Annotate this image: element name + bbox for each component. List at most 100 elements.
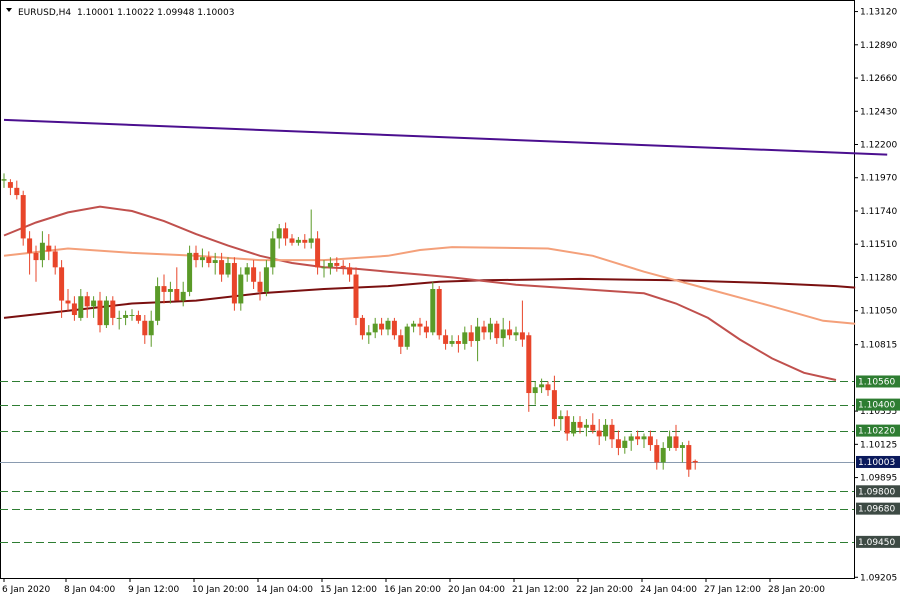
candle-body	[212, 260, 218, 263]
candle	[692, 459, 698, 470]
candle-body	[321, 267, 327, 269]
level-price-tag-label: 1.10400	[858, 401, 895, 411]
candle	[487, 317, 493, 340]
candle	[308, 209, 314, 249]
y-tick-label: 1.12890	[860, 41, 897, 51]
x-tick-label: 22 Jan 20:00	[576, 585, 633, 595]
candle-body	[276, 228, 282, 239]
candle	[270, 231, 276, 275]
candle	[33, 245, 39, 282]
candle-body	[340, 265, 346, 268]
candle	[686, 440, 692, 477]
candle-body	[667, 436, 673, 448]
candle-body	[219, 260, 225, 275]
candle	[404, 323, 410, 350]
candle-body	[417, 323, 423, 327]
level-price-tag-label: 1.10220	[858, 427, 895, 437]
moving-average-line	[3, 118, 888, 156]
candle-body	[347, 267, 353, 275]
level-price-tag: 1.09450	[856, 535, 900, 548]
candle-body	[526, 335, 532, 394]
candle-body	[97, 300, 103, 326]
x-tick-label: 27 Jan 12:00	[704, 585, 761, 595]
level-price-tag-label: 1.09800	[858, 487, 895, 497]
level-price-tag: 1.09800	[856, 485, 900, 498]
candle	[609, 419, 615, 448]
level-price-tag-background	[856, 485, 900, 498]
x-tick-label: 21 Jan 12:00	[512, 585, 569, 595]
candle-body	[475, 326, 481, 342]
candle-body	[142, 320, 148, 336]
y-tick-label: 1.12660	[860, 74, 897, 84]
candle-body	[14, 187, 20, 196]
candle-body	[654, 445, 660, 463]
candle	[1, 173, 7, 188]
candle	[558, 410, 564, 431]
level-price-tag-label: 1.10560	[858, 377, 895, 387]
candle-body	[641, 436, 647, 440]
candle	[379, 317, 385, 336]
candle-body	[615, 439, 621, 448]
candle	[155, 277, 161, 326]
candle	[302, 234, 308, 249]
candle-body	[116, 317, 122, 319]
candle	[321, 260, 327, 278]
candle	[219, 252, 225, 282]
candle	[532, 381, 538, 405]
candle	[148, 310, 154, 347]
collapse-triangle-icon[interactable]	[6, 8, 12, 12]
candle	[673, 424, 679, 451]
candle-body	[27, 238, 33, 253]
candle-body	[251, 267, 257, 282]
candle	[20, 190, 26, 246]
candle-body	[679, 445, 685, 448]
candle-body	[571, 421, 577, 434]
candle-body	[263, 267, 269, 292]
candle-body	[91, 300, 97, 307]
level-price-tag-background	[856, 398, 900, 411]
candle	[174, 267, 180, 301]
candle	[97, 291, 103, 333]
candle	[347, 262, 353, 282]
candle	[660, 442, 666, 470]
level-price-tag-background	[856, 502, 900, 515]
candle	[507, 320, 513, 340]
candle-body	[20, 195, 26, 239]
candle	[443, 329, 449, 350]
candle	[295, 236, 301, 246]
candle	[327, 257, 333, 275]
candle	[283, 222, 289, 246]
x-tick-label: 8 Jan 04:00	[64, 585, 116, 595]
candle-body	[494, 323, 500, 339]
candle-body	[545, 384, 551, 391]
candle	[71, 296, 77, 321]
moving-average-line	[3, 205, 837, 381]
candle-body	[7, 182, 13, 188]
candle-body	[468, 332, 474, 342]
x-tick-label: 10 Jan 20:00	[192, 585, 249, 595]
level-price-tag-background	[856, 375, 900, 388]
candle-body	[238, 274, 244, 304]
candle	[116, 310, 122, 330]
candle	[462, 326, 468, 350]
candle	[545, 381, 551, 396]
x-tick-label: 14 Jan 04:00	[256, 585, 313, 595]
candle	[110, 296, 116, 326]
y-tick-label: 1.09895	[860, 474, 897, 484]
candle-body	[487, 323, 493, 333]
candle	[52, 245, 58, 275]
candle	[583, 419, 589, 437]
y-tick-label: 1.10125	[860, 440, 897, 450]
candle-body	[148, 320, 154, 336]
candle-body	[123, 315, 129, 318]
candle-body	[302, 239, 308, 243]
candle	[103, 296, 109, 329]
candle-body	[187, 252, 193, 292]
candle	[526, 332, 532, 412]
candle-body	[436, 289, 442, 336]
candle-body	[449, 341, 455, 344]
candle	[263, 260, 269, 297]
candle	[14, 180, 20, 200]
